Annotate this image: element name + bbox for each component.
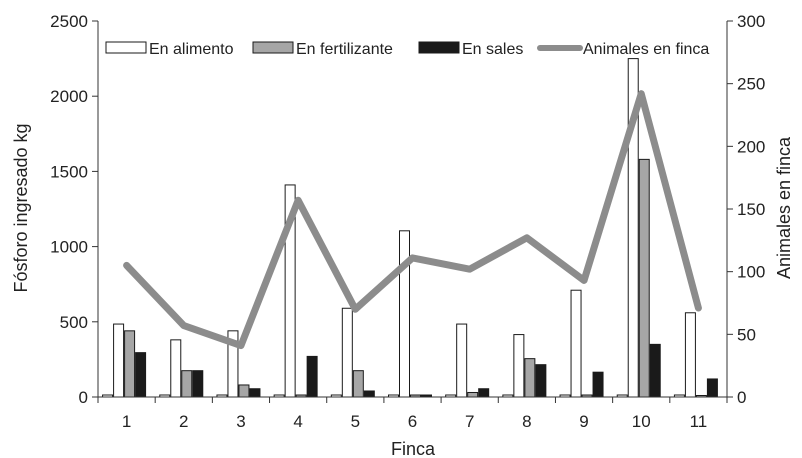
bar	[592, 371, 604, 398]
y-tick-label: 1000	[50, 238, 88, 257]
legend: En alimento En fertilizante En sales Animal…	[105, 41, 709, 58]
x-tick-label: 2	[179, 412, 188, 431]
x-tick-label: 8	[522, 412, 531, 431]
x-tick-label: 1	[122, 412, 131, 431]
y-tick-label: 1500	[50, 162, 88, 181]
x-tick-label: 5	[351, 412, 360, 431]
line-layer	[123, 90, 702, 350]
y-tick-label: 2500	[50, 12, 88, 31]
bar	[706, 378, 718, 398]
y2-tick-label: 50	[737, 325, 756, 344]
bar	[363, 390, 375, 398]
x-tick-label: 9	[579, 412, 588, 431]
x-tick-label: 3	[236, 412, 245, 431]
legend-swatch	[418, 41, 460, 54]
legend-label: Animales en finca	[583, 41, 709, 58]
x-tick-label: 4	[293, 412, 302, 431]
bar	[306, 355, 318, 398]
bar	[113, 323, 125, 398]
y2-tick-label: 100	[737, 263, 765, 282]
axes-layer: 0 500 1000 1500 2000 2500 0 50 100 150 200 250 300 1 2…	[50, 12, 765, 431]
bar	[124, 330, 136, 398]
bar	[467, 391, 479, 398]
bar	[456, 323, 468, 398]
animales-line	[123, 90, 702, 350]
legend-label: En alimento	[149, 41, 234, 58]
legend-swatch	[105, 41, 147, 54]
bar	[135, 352, 147, 398]
bar	[684, 312, 696, 398]
bar	[181, 370, 193, 398]
bar	[399, 230, 410, 398]
bar	[649, 343, 661, 398]
bar	[170, 339, 182, 398]
y2-axis-title: Animales en finca	[774, 136, 794, 279]
bar	[352, 370, 364, 398]
bar	[238, 384, 250, 398]
y2-tick-label: 150	[737, 200, 765, 219]
x-tick-label: 6	[408, 412, 417, 431]
y2-tick-label: 200	[737, 137, 765, 156]
bar	[478, 388, 490, 398]
legend-label: En fertilizante	[296, 41, 393, 58]
y-tick-label: 0	[79, 388, 88, 407]
bar	[524, 358, 536, 398]
x-axis-title: Finca	[391, 439, 436, 458]
y2-tick-label: 250	[737, 75, 765, 94]
bar	[341, 307, 353, 398]
x-tick-label: 11	[690, 412, 708, 431]
y-tick-label: 2000	[50, 87, 88, 106]
y2-tick-label: 0	[737, 388, 746, 407]
bars-layer	[102, 58, 718, 398]
y-tick-label: 500	[60, 313, 88, 332]
x-tick-label: 10	[632, 412, 651, 431]
bar	[249, 388, 261, 398]
bar	[192, 370, 204, 398]
y-axis-title: Fósforo ingresado kg	[11, 123, 31, 292]
x-tick-label: 7	[465, 412, 474, 431]
legend-label: En sales	[462, 41, 523, 58]
bar	[638, 158, 650, 398]
bar	[570, 289, 582, 398]
bar	[535, 364, 547, 398]
legend-swatch	[252, 41, 294, 54]
y2-tick-label: 300	[737, 12, 765, 31]
bar	[513, 334, 525, 398]
